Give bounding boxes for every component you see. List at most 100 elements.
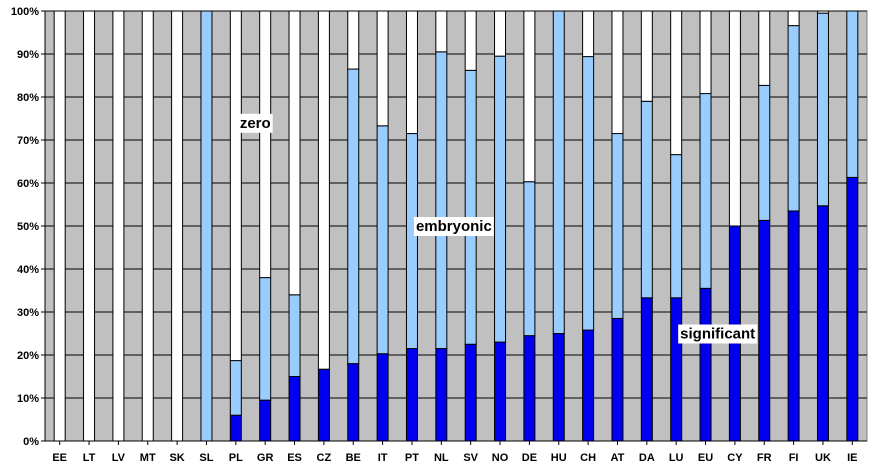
bar-de — [524, 11, 535, 441]
bar-segment-embryonic-lu — [671, 155, 682, 298]
bar-lv — [113, 11, 124, 441]
x-tick-label: DA — [639, 452, 655, 464]
bar-segment-significant-de — [524, 336, 535, 441]
y-axis-ticks: 0%10%20%30%40%50%60%70%80%90%100% — [11, 6, 45, 448]
bar-segment-significant-at — [612, 318, 623, 441]
x-tick-label: NL — [434, 452, 449, 464]
bar-segment-zero-cy — [729, 11, 740, 226]
bar-segment-zero-fi — [788, 11, 799, 26]
bar-eu — [700, 11, 711, 441]
bar-segment-significant-fr — [759, 220, 770, 441]
bar-segment-zero-ch — [583, 11, 594, 57]
bar-segment-zero-lt — [84, 11, 95, 441]
bar-segment-zero-da — [641, 11, 652, 101]
bar-es — [289, 11, 300, 441]
bar-segment-zero-at — [612, 11, 623, 134]
bar-sl — [201, 11, 212, 441]
bar-segment-embryonic-eu — [700, 94, 711, 289]
y-tick-label: 30% — [17, 307, 39, 319]
annotation-significant: significant — [678, 325, 757, 344]
bar-segment-zero-gr — [260, 11, 271, 278]
x-tick-label: FI — [789, 452, 799, 464]
y-tick-label: 0% — [23, 436, 39, 448]
bar-at — [612, 11, 623, 441]
bar-segment-significant-pl — [230, 415, 241, 441]
bar-segment-embryonic-at — [612, 134, 623, 319]
bar-segment-significant-lu — [671, 298, 682, 441]
bar-segment-zero-mt — [142, 11, 153, 441]
bar-segment-zero-uk — [817, 11, 828, 13]
bar-segment-significant-ie — [847, 177, 858, 441]
x-tick-label: SV — [463, 452, 478, 464]
x-tick-label: SK — [169, 452, 184, 464]
bar-it — [377, 11, 388, 441]
x-tick-label: EE — [52, 452, 67, 464]
x-tick-label: UK — [815, 452, 831, 464]
bar-segment-significant-es — [289, 377, 300, 442]
x-tick-label: EU — [698, 452, 713, 464]
bar-segment-zero-lv — [113, 11, 124, 441]
x-tick-label: PT — [405, 452, 419, 464]
bar-segment-significant-nl — [436, 349, 447, 441]
bar-segment-embryonic-nl — [436, 52, 447, 349]
bar-segment-zero-no — [495, 11, 506, 56]
annotation-label: zero — [240, 115, 271, 132]
bar-segment-significant-ch — [583, 330, 594, 441]
bar-segment-zero-it — [377, 11, 388, 126]
annotation-label: significant — [680, 326, 755, 343]
x-tick-label: BE — [346, 452, 361, 464]
bar-segment-embryonic-uk — [817, 13, 828, 206]
bar-segment-embryonic-hu — [553, 11, 564, 334]
bar-segment-embryonic-pl — [230, 361, 241, 416]
y-tick-label: 90% — [17, 49, 39, 61]
y-tick-label: 70% — [17, 135, 39, 147]
bar-segment-significant-pt — [406, 349, 417, 441]
bar-fi — [788, 11, 799, 441]
bar-segment-embryonic-ie — [847, 11, 858, 177]
bar-segment-significant-eu — [700, 288, 711, 441]
x-tick-label: CH — [580, 452, 596, 464]
x-tick-label: DE — [522, 452, 537, 464]
x-tick-label: SL — [199, 452, 213, 464]
bar-segment-embryonic-fr — [759, 85, 770, 220]
bar-segment-embryonic-es — [289, 295, 300, 377]
y-tick-label: 60% — [17, 178, 39, 190]
bar-segment-significant-be — [348, 364, 359, 441]
bar-segment-embryonic-be — [348, 69, 359, 364]
bar-gr — [260, 11, 271, 441]
bar-segment-zero-es — [289, 11, 300, 295]
x-tick-label: LU — [669, 452, 684, 464]
annotation-zero: zero — [238, 114, 273, 133]
annotation-embryonic: embryonic — [414, 217, 494, 236]
bar-uk — [817, 11, 828, 441]
x-tick-label: HU — [551, 452, 567, 464]
bar-segment-zero-pl — [230, 11, 241, 361]
bar-cy — [729, 11, 740, 441]
bar-segment-zero-be — [348, 11, 359, 69]
bar-segment-zero-de — [524, 11, 535, 182]
bar-segment-significant-uk — [817, 206, 828, 441]
bar-segment-embryonic-no — [495, 56, 506, 342]
bar-segment-zero-eu — [700, 11, 711, 94]
bar-segment-zero-fr — [759, 11, 770, 85]
bar-ee — [54, 11, 65, 441]
bar-lt — [84, 11, 95, 441]
x-tick-label: AT — [611, 452, 625, 464]
x-tick-label: FR — [757, 452, 772, 464]
bar-sk — [172, 11, 183, 441]
bar-segment-embryonic-gr — [260, 278, 271, 401]
y-tick-label: 50% — [17, 221, 39, 233]
bar-segment-significant-hu — [553, 334, 564, 442]
x-tick-label: CY — [727, 452, 743, 464]
y-tick-label: 80% — [17, 92, 39, 104]
bar-segment-embryonic-da — [641, 101, 652, 298]
bar-hu — [553, 11, 564, 441]
bar-segment-zero-cz — [318, 11, 329, 369]
bar-fr — [759, 11, 770, 441]
bar-segment-significant-fi — [788, 211, 799, 441]
bar-segment-embryonic-sv — [465, 70, 476, 344]
bar-segment-significant-no — [495, 342, 506, 441]
bar-segment-zero-pt — [406, 11, 417, 134]
bar-segment-significant-da — [641, 298, 652, 441]
